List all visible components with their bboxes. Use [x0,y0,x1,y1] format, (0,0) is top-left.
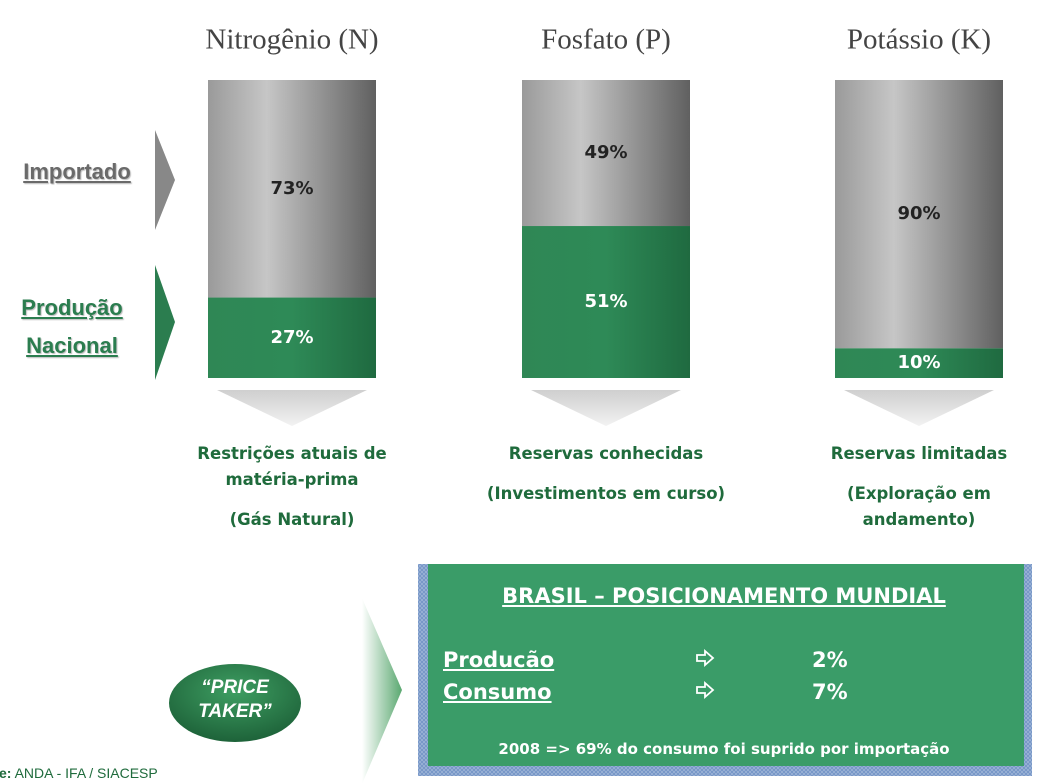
note-detail: (Gás Natural) [229,510,355,529]
note: Restrições atuais de matéria-prima (Gás N… [162,441,422,533]
category-title: Fosfato (P) [541,24,671,56]
down-chevron [844,390,994,426]
bar-segment [522,226,690,378]
bar-segment [835,80,1003,349]
note-headline: Restrições atuais de matéria-prima [197,444,387,489]
panel-row-label: Producão [443,648,555,672]
arrow-icon [696,681,715,699]
category-title: Nitrogênio (N) [205,24,378,56]
panel-row-label: Consumo [443,680,552,704]
source-text: ANDA - IFA / SIACESP [14,765,158,781]
down-chevron [531,390,681,426]
down-chevron [217,390,367,426]
big-chevron [362,598,402,784]
panel-row-value: 2% [812,648,848,672]
panel-footer: 2008 => 69% do consumo foi suprido por i… [498,740,950,758]
note: Reservas limitadas (Exploração em andamen… [789,441,1049,533]
badge [169,664,301,742]
legend-label: Importado [23,159,131,184]
note-detail: (Investimentos em curso) [486,484,726,503]
note-headline: Reservas conhecidas [508,444,704,463]
bar-segment [208,80,376,298]
legend-arrow [155,130,175,230]
bar-segment [835,348,1003,378]
value-label: 49% [584,142,627,163]
value-label: 51% [584,291,627,312]
badge-text: “PRICE TAKER” [198,677,272,722]
bar-segment [522,80,690,227]
panel-title: BRASIL – POSICIONAMENTO MUNDIAL [502,584,946,608]
source: e: ANDA - IFA / SIACESP [0,765,158,781]
arrow-icon [696,649,715,667]
panel-row-value: 7% [812,680,848,704]
value-label: 73% [270,178,313,199]
note-detail: (Exploração em andamento) [847,484,991,529]
note-headline: Reservas limitadas [830,444,1008,463]
bar-segment [208,297,376,378]
category-title: Potássio (K) [847,24,991,56]
value-label: 90% [897,203,940,224]
legend-label: Produção Nacional [21,295,123,358]
value-label: 10% [897,352,940,373]
legend-arrow [155,265,175,380]
note: Reservas conhecidas (Investimentos em cur… [476,441,736,507]
panel [428,564,1024,766]
source-label: e: [0,765,12,781]
value-label: 27% [270,327,313,348]
